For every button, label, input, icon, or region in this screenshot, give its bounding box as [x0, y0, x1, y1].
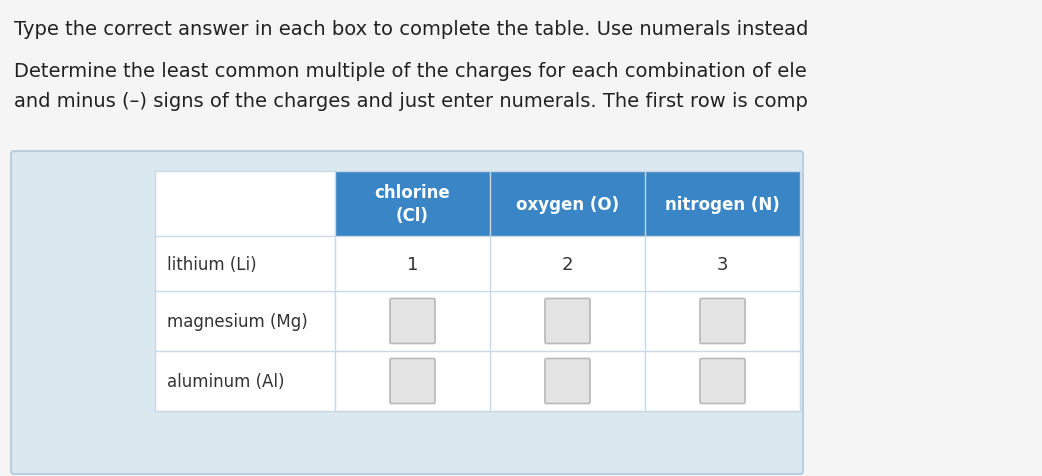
FancyBboxPatch shape	[700, 299, 745, 344]
Text: and minus (–) signs of the charges and just enter numerals. The first row is com: and minus (–) signs of the charges and j…	[14, 92, 808, 111]
Bar	[155, 172, 800, 411]
Text: Type the correct answer in each box to complete the table. Use numerals instead: Type the correct answer in each box to c…	[14, 20, 809, 39]
Text: 3: 3	[717, 255, 728, 273]
FancyBboxPatch shape	[545, 359, 590, 404]
Text: oxygen (O): oxygen (O)	[516, 195, 619, 213]
Text: nitrogen (N): nitrogen (N)	[665, 195, 779, 213]
FancyBboxPatch shape	[11, 152, 803, 474]
FancyBboxPatch shape	[700, 359, 745, 404]
FancyBboxPatch shape	[390, 299, 435, 344]
Text: magnesium (Mg): magnesium (Mg)	[167, 312, 307, 330]
Bar	[155, 172, 334, 237]
Bar	[334, 172, 800, 237]
Text: chlorine
(Cl): chlorine (Cl)	[375, 184, 450, 224]
Text: Determine the least common multiple of the charges for each combination of ele: Determine the least common multiple of t…	[14, 62, 807, 81]
Bar	[155, 237, 800, 291]
Text: 2: 2	[562, 255, 573, 273]
Text: aluminum (Al): aluminum (Al)	[167, 372, 284, 390]
Text: lithium (Li): lithium (Li)	[167, 255, 256, 273]
Bar	[155, 351, 800, 411]
FancyBboxPatch shape	[545, 299, 590, 344]
Bar	[155, 291, 800, 351]
Text: 1: 1	[406, 255, 418, 273]
FancyBboxPatch shape	[390, 359, 435, 404]
